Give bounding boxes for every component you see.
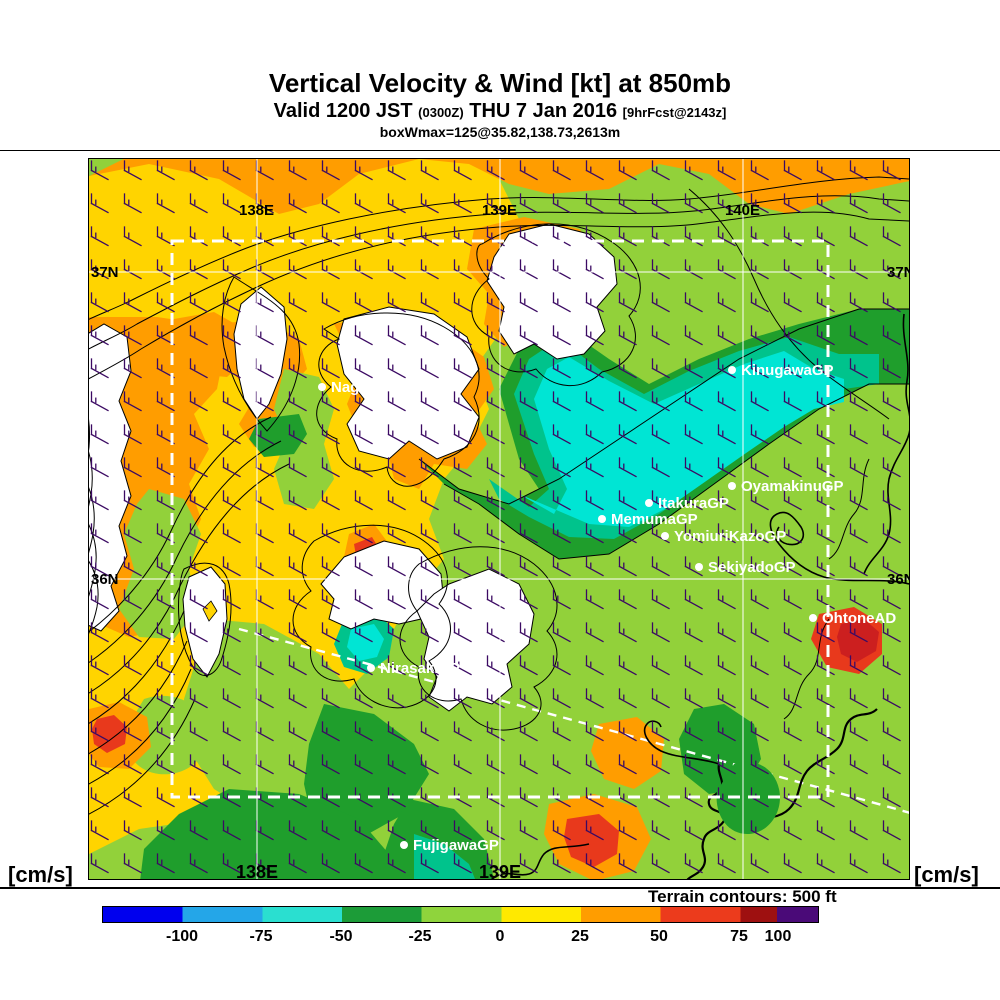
- svg-text:75: 75: [730, 928, 748, 945]
- svg-text:140E: 140E: [725, 202, 760, 219]
- svg-text:SekiyadoGP: SekiyadoGP: [708, 559, 796, 576]
- svg-text:Nagano: Nagano: [331, 379, 386, 396]
- svg-text:NirasakiGP: NirasakiGP: [380, 660, 460, 677]
- svg-text:138E: 138E: [239, 202, 274, 219]
- svg-text:139E: 139E: [482, 202, 517, 219]
- svg-text:YomiuriKazoGP: YomiuriKazoGP: [674, 528, 786, 545]
- svg-text:FujigawaGP: FujigawaGP: [413, 837, 499, 854]
- svg-text:-75: -75: [249, 928, 272, 945]
- svg-text:0: 0: [496, 928, 505, 945]
- svg-text:KinugawaGP: KinugawaGP: [741, 362, 834, 379]
- svg-text:ItakuraGP: ItakuraGP: [658, 495, 729, 512]
- svg-text:OyamakinuGP: OyamakinuGP: [741, 478, 844, 495]
- svg-text:37N: 37N: [887, 264, 909, 281]
- svg-text:100: 100: [765, 928, 792, 945]
- svg-text:OhtoneAD: OhtoneAD: [822, 610, 896, 627]
- svg-text:36N: 36N: [91, 571, 119, 588]
- svg-text:50: 50: [650, 928, 668, 945]
- svg-text:-25: -25: [408, 928, 431, 945]
- svg-text:MemumaGP: MemumaGP: [611, 511, 698, 528]
- svg-text:37N: 37N: [91, 264, 119, 281]
- svg-text:-50: -50: [329, 928, 352, 945]
- svg-text:-100: -100: [166, 928, 198, 945]
- svg-text:25: 25: [571, 928, 589, 945]
- svg-text:36N: 36N: [887, 571, 909, 588]
